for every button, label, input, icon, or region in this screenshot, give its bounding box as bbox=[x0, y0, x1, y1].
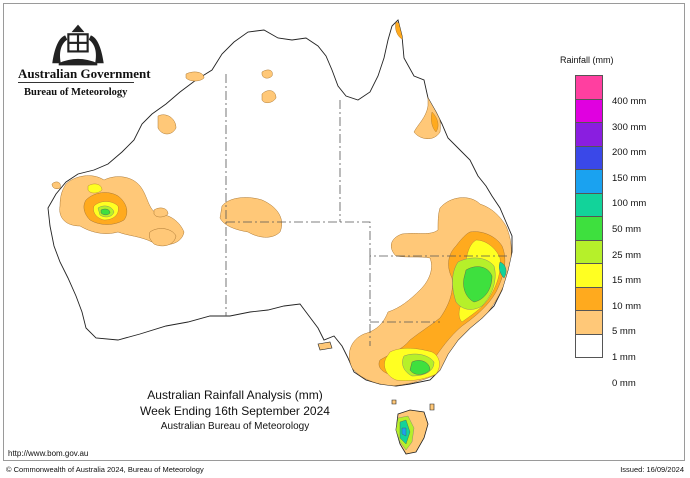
island-bass-strait bbox=[429, 403, 435, 411]
legend-label: 15 mm bbox=[612, 275, 642, 287]
legend-swatch bbox=[575, 310, 603, 335]
map-source: Australian Bureau of Meteorology bbox=[160, 421, 310, 432]
legend-label: 100 mm bbox=[612, 198, 647, 210]
legend-label: 25 mm bbox=[612, 249, 642, 261]
rain-area-nt-top bbox=[185, 71, 205, 82]
bureau-name: Bureau of Meteorology bbox=[24, 87, 128, 98]
legend-swatch bbox=[575, 145, 603, 170]
legend-title: Rainfall (mm) bbox=[560, 55, 614, 65]
legend-swatch bbox=[575, 169, 603, 194]
island-king bbox=[391, 399, 397, 405]
state-borders bbox=[225, 74, 510, 346]
legend-label: 10 mm bbox=[612, 300, 642, 312]
kangaroo-island bbox=[317, 341, 333, 351]
legend-label: 50 mm bbox=[612, 224, 642, 235]
rain-area-tasmania-100mm bbox=[401, 427, 407, 437]
legend-label: 400 mm bbox=[612, 96, 647, 107]
government-name: Australian Government bbox=[18, 66, 151, 81]
legend bbox=[575, 75, 603, 358]
issued-date: Issued: 16/09/2024 bbox=[620, 465, 684, 474]
rain-area-nt-north bbox=[261, 69, 273, 79]
australia-mainland bbox=[47, 19, 513, 387]
coat-of-arms-icon bbox=[52, 24, 104, 66]
legend-swatch bbox=[575, 239, 603, 264]
rain-area-wa-south bbox=[148, 228, 177, 247]
rain-area-wa-mid bbox=[153, 207, 169, 218]
legend-swatch bbox=[575, 333, 603, 358]
rain-area-kimberley bbox=[157, 114, 177, 135]
legend-label: 300 mm bbox=[612, 121, 647, 133]
legend-swatch bbox=[575, 286, 603, 311]
rain-area-east-50mm bbox=[499, 261, 507, 279]
rain-area-wa-small bbox=[87, 183, 103, 194]
legend-swatch bbox=[575, 122, 603, 147]
legend-label: 1 mm bbox=[612, 352, 636, 363]
rain-area-wa-25mm bbox=[100, 208, 111, 216]
rain-area-east-25mm bbox=[463, 266, 493, 303]
rain-area-victoria-25mm bbox=[409, 360, 431, 375]
map-frame bbox=[3, 3, 685, 461]
rain-area-qld-coast-5mm bbox=[431, 111, 439, 133]
logo-divider bbox=[18, 82, 134, 83]
map-period: Week Ending 16th September 2024 bbox=[140, 404, 330, 418]
legend-swatch bbox=[575, 98, 603, 123]
legend-swatch bbox=[575, 263, 603, 288]
website-link[interactable]: http://www.bom.gov.au bbox=[8, 449, 89, 458]
legend-swatch bbox=[575, 216, 603, 241]
legend-label: 5 mm bbox=[612, 326, 636, 338]
legend-label: 0 mm bbox=[612, 377, 636, 389]
map-title: Australian Rainfall Analysis (mm) bbox=[147, 388, 323, 402]
rain-area-central bbox=[219, 197, 282, 238]
rain-area-wa-coast bbox=[51, 181, 61, 190]
legend-swatch bbox=[575, 75, 603, 100]
legend-label: 150 mm bbox=[612, 172, 647, 184]
legend-label: 200 mm bbox=[612, 147, 647, 159]
copyright-notice: © Commonwealth of Australia 2024, Bureau… bbox=[6, 465, 204, 474]
legend-swatch bbox=[575, 192, 603, 217]
rain-area-nt bbox=[261, 90, 277, 103]
